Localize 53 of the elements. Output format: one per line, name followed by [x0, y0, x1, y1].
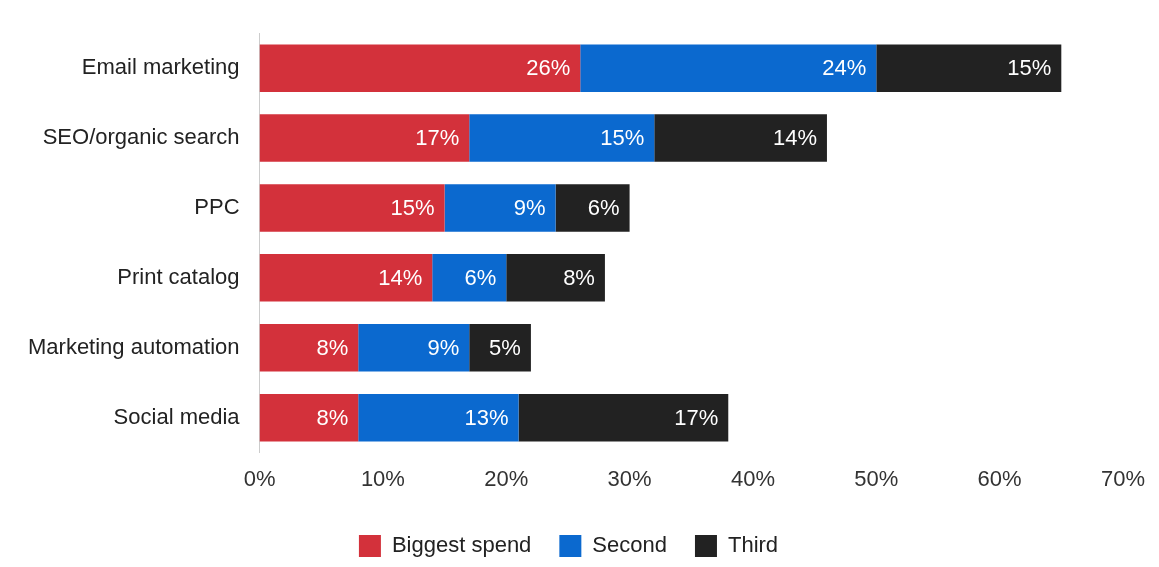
- data-label: 15%: [1007, 55, 1052, 81]
- data-label: 5%: [489, 334, 521, 360]
- bar: [580, 44, 877, 92]
- x-tick-label: 0%: [243, 465, 276, 491]
- data-label: 15%: [390, 195, 435, 221]
- y-tick-label: Print catalog: [117, 263, 240, 289]
- data-label: 17%: [674, 404, 719, 430]
- x-tick-label: 20%: [484, 465, 529, 491]
- bar: [876, 44, 1062, 92]
- legend-label: Third: [727, 532, 779, 558]
- bar: [469, 114, 655, 162]
- data-label: 14%: [772, 125, 817, 151]
- y-tick-label: SEO/organic search: [42, 124, 240, 150]
- x-tick-label: 40%: [730, 465, 775, 491]
- data-label: 13%: [464, 404, 509, 430]
- bar: [259, 254, 433, 302]
- bar: [506, 254, 605, 302]
- x-tick-label: 50%: [854, 465, 899, 491]
- data-label: 6%: [464, 264, 497, 290]
- x-tick-label: 30%: [607, 465, 652, 491]
- bar: [358, 323, 470, 372]
- bar: [518, 393, 729, 442]
- data-label: 8%: [563, 264, 595, 290]
- data-label: 17%: [415, 125, 460, 151]
- bar: [432, 254, 507, 302]
- bar: [469, 323, 531, 372]
- bar: [259, 323, 359, 372]
- data-label: 9%: [513, 195, 546, 221]
- data-label: 14%: [378, 264, 423, 290]
- data-label: 15%: [600, 125, 645, 151]
- bar: [444, 184, 556, 232]
- bar: [259, 184, 445, 232]
- x-tick-label: 70%: [1100, 465, 1146, 491]
- x-tick-label: 10%: [360, 465, 405, 491]
- data-label: 8%: [316, 404, 349, 430]
- data-label: 6%: [587, 195, 620, 221]
- data-label: 24%: [822, 55, 867, 81]
- y-tick-label: Social media: [113, 403, 241, 429]
- data-label: 8%: [316, 334, 349, 360]
- data-label: 9%: [427, 334, 460, 360]
- y-tick-label: PPC: [194, 194, 240, 220]
- y-tick-label: Marketing automation: [27, 333, 240, 359]
- bar: [654, 114, 827, 162]
- bar: [358, 393, 519, 442]
- x-tick-label: 60%: [977, 465, 1022, 491]
- y-tick-label: Email marketing: [81, 54, 240, 80]
- legend-label: Second: [592, 532, 667, 558]
- bar: [259, 393, 359, 442]
- bar: [259, 44, 581, 92]
- bar: [555, 184, 630, 232]
- bar: [259, 114, 470, 162]
- data-label: 26%: [526, 55, 571, 81]
- legend-label: Biggest spend: [391, 532, 532, 558]
